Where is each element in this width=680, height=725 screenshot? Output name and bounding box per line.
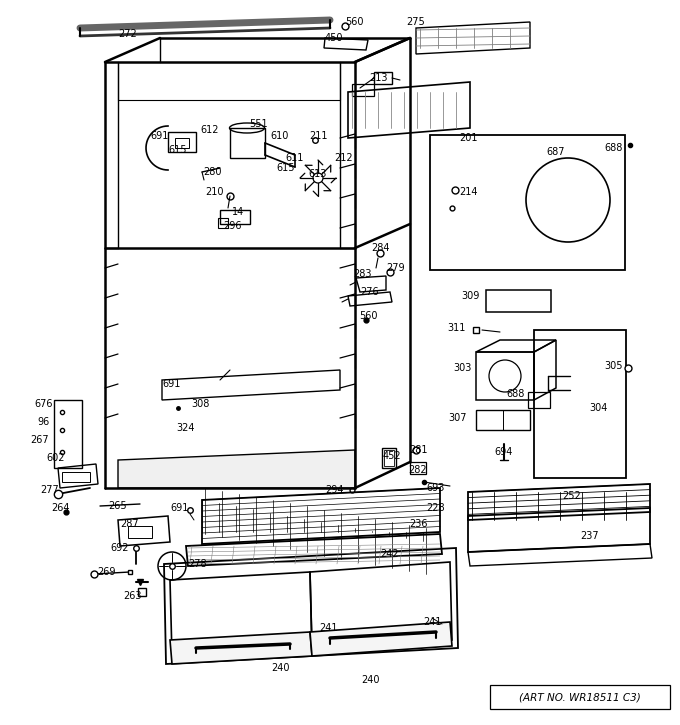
Text: 211: 211 <box>309 131 327 141</box>
Polygon shape <box>170 632 312 664</box>
Text: 236: 236 <box>409 519 427 529</box>
Text: 450: 450 <box>325 33 343 43</box>
Bar <box>374 72 392 84</box>
Bar <box>528 392 550 408</box>
Text: 279: 279 <box>387 263 405 273</box>
Bar <box>384 450 394 466</box>
Text: 691: 691 <box>163 379 181 389</box>
Text: 240: 240 <box>271 663 289 673</box>
Text: 240: 240 <box>361 675 379 685</box>
Bar <box>534 330 626 478</box>
Text: 560: 560 <box>345 17 363 27</box>
Text: 210: 210 <box>205 187 223 197</box>
Bar <box>490 685 670 709</box>
Text: 610: 610 <box>271 131 289 141</box>
Text: 201: 201 <box>459 133 477 143</box>
Text: 264: 264 <box>51 503 69 513</box>
Polygon shape <box>118 450 355 488</box>
Text: 263: 263 <box>123 591 141 601</box>
Text: 691: 691 <box>151 131 169 141</box>
Text: 14: 14 <box>232 207 244 217</box>
Text: 615: 615 <box>277 163 295 173</box>
Bar <box>430 135 625 270</box>
Text: 551: 551 <box>249 119 267 129</box>
Text: 252: 252 <box>562 491 581 501</box>
Text: 687: 687 <box>547 147 565 157</box>
Text: 228: 228 <box>426 503 445 513</box>
Text: 241: 241 <box>423 617 441 627</box>
Bar <box>382 448 396 468</box>
Text: 241: 241 <box>319 623 337 633</box>
Bar <box>168 132 196 152</box>
Bar <box>486 290 551 312</box>
Bar <box>230 128 265 158</box>
Text: 269: 269 <box>97 567 115 577</box>
Bar <box>62 472 90 482</box>
Text: 281: 281 <box>409 445 427 455</box>
Text: 213: 213 <box>369 73 387 83</box>
Bar <box>175 138 189 148</box>
Text: 613: 613 <box>309 169 327 179</box>
Text: 602: 602 <box>47 453 65 463</box>
Text: 304: 304 <box>589 403 607 413</box>
Text: 693: 693 <box>427 483 445 493</box>
Text: 611: 611 <box>286 153 304 163</box>
Text: 692: 692 <box>111 543 129 553</box>
Text: 287: 287 <box>120 519 139 529</box>
Bar <box>218 218 228 228</box>
Text: 560: 560 <box>359 311 377 321</box>
Text: 615: 615 <box>169 145 187 155</box>
Text: 276: 276 <box>360 287 379 297</box>
Text: 308: 308 <box>191 399 209 409</box>
Text: 688: 688 <box>507 389 525 399</box>
Text: 294: 294 <box>325 485 343 495</box>
Text: 296: 296 <box>223 221 241 231</box>
Text: 212: 212 <box>335 153 354 163</box>
Text: 283: 283 <box>353 269 371 279</box>
Bar <box>54 400 82 468</box>
Text: 691: 691 <box>171 503 189 513</box>
Text: 265: 265 <box>109 501 127 511</box>
Text: 324: 324 <box>177 423 195 433</box>
Text: 612: 612 <box>201 125 219 135</box>
Text: 214: 214 <box>459 187 477 197</box>
Text: 242: 242 <box>381 549 399 559</box>
Text: 452: 452 <box>383 451 401 461</box>
Text: 267: 267 <box>31 435 50 445</box>
Bar <box>220 210 250 224</box>
Bar <box>128 526 152 538</box>
Text: 694: 694 <box>495 447 513 457</box>
Text: 275: 275 <box>407 17 426 27</box>
Text: 282: 282 <box>409 465 427 475</box>
Text: 311: 311 <box>447 323 465 333</box>
Polygon shape <box>310 622 452 656</box>
Text: (ART NO. WR18511 C3): (ART NO. WR18511 C3) <box>519 692 641 702</box>
Text: 305: 305 <box>605 361 624 371</box>
Text: 307: 307 <box>449 413 467 423</box>
Text: 278: 278 <box>188 559 207 569</box>
Text: 309: 309 <box>461 291 479 301</box>
Circle shape <box>313 173 323 183</box>
Text: 96: 96 <box>38 417 50 427</box>
Text: 272: 272 <box>118 29 137 39</box>
Text: 688: 688 <box>605 143 623 153</box>
Text: 284: 284 <box>371 243 389 253</box>
Text: 303: 303 <box>453 363 471 373</box>
Text: 277: 277 <box>41 485 59 495</box>
Text: 676: 676 <box>35 399 53 409</box>
Text: 237: 237 <box>581 531 599 541</box>
Bar <box>352 84 374 96</box>
Text: 280: 280 <box>203 167 221 177</box>
